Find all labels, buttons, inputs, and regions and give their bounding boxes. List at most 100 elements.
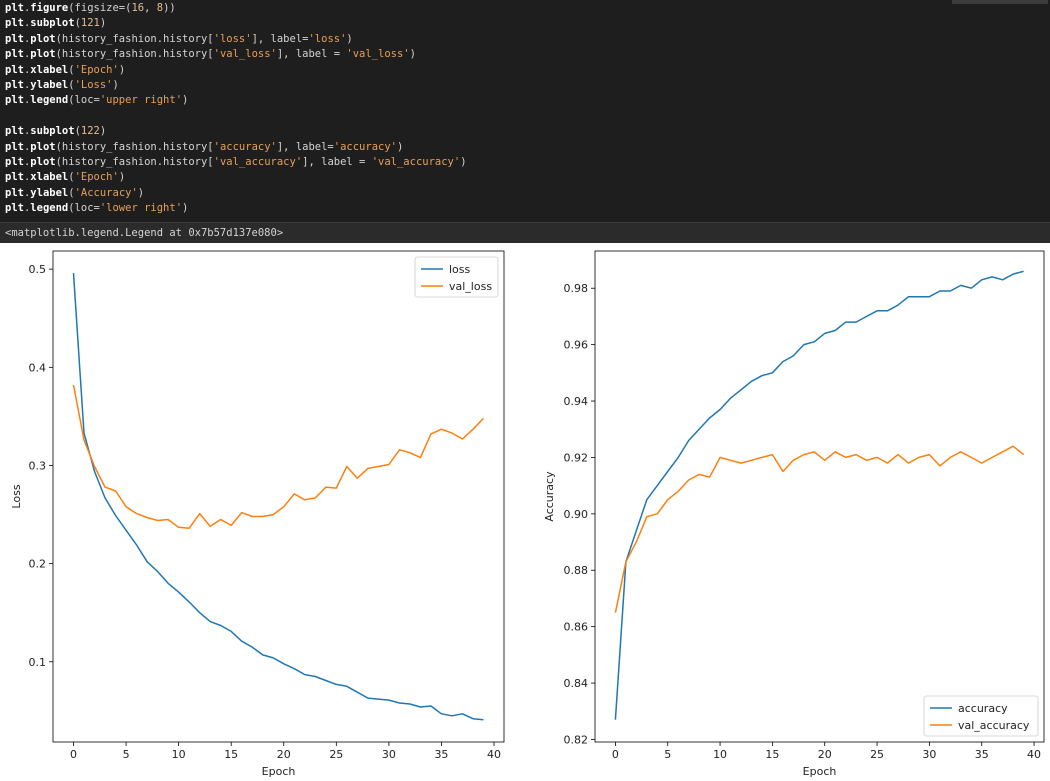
code-line: plt.plot(history_fashion.history['loss']… — [0, 32, 1050, 47]
code-token: (loc= — [68, 94, 100, 107]
code-token: ) — [137, 186, 145, 199]
y-tick-label: 0.1 — [29, 656, 47, 669]
code-token: 'val_accuracy' — [371, 155, 461, 168]
legend-label: val_loss — [449, 280, 492, 293]
code-token: figure — [30, 2, 69, 14]
code-token: . — [23, 140, 31, 153]
code-cell[interactable]: plt.figure(figsize=(16, 8)) plt.subplot(1… — [0, 0, 1050, 222]
code-token: plot — [30, 32, 56, 45]
code-token: . — [23, 186, 31, 199]
code-token: ) — [346, 32, 353, 45]
code-token: ], label = — [302, 155, 372, 168]
code-token: 121 — [80, 17, 100, 30]
y-tick-label: 0.5 — [29, 263, 47, 276]
code-token: 'val_loss' — [346, 48, 410, 61]
code-token: (history_fashion.history[ — [55, 32, 214, 45]
legend-box — [414, 256, 499, 298]
code-token: ( — [74, 17, 81, 30]
x-axis-label: Epoch — [262, 765, 296, 778]
legend-box — [923, 695, 1039, 737]
code-token: 'lower right' — [99, 202, 183, 215]
y-axis-label: Accuracy — [543, 471, 556, 522]
code-token: ) — [99, 125, 107, 138]
loss-chart: 0 5 10 15 20 25 30 35 40 0.1 0.2 0.3 0.4 0.5 Epoch Loss… — [10, 250, 505, 778]
code-line: plt.subplot(122) — [0, 124, 1050, 139]
code-token: . — [23, 155, 31, 168]
code-token: ], label = — [276, 48, 347, 61]
code-token: plt — [5, 63, 24, 76]
y-tick-label: 0.4 — [29, 361, 47, 374]
x-tick-label: 5 — [664, 748, 671, 761]
code-editor[interactable]: plt.figure(figsize=(16, 8)) plt.subplot(1… — [0, 1, 1050, 216]
x-tick-label: 15 — [765, 748, 779, 761]
x-axis-label: Epoch — [803, 765, 837, 778]
code-token: . — [23, 63, 31, 76]
code-token: 'accuracy' — [213, 140, 277, 153]
code-line: plt.xlabel('Epoch') — [0, 63, 1050, 78]
code-token: plot — [30, 155, 56, 168]
horizontal-scrollbar[interactable] — [952, 0, 1048, 4]
code-token: plt — [5, 202, 24, 215]
y-axis-label: Loss — [10, 484, 23, 508]
code-token: plt — [5, 186, 24, 199]
code-token: . — [23, 202, 31, 215]
code-token: (figsize=( — [68, 2, 132, 14]
code-token: 16 — [131, 2, 145, 14]
code-token: ) — [182, 94, 189, 107]
code-token: plt — [5, 140, 24, 153]
code-token: ) — [118, 171, 126, 184]
series-line-val_accuracy — [614, 445, 1025, 613]
code-token: plt — [5, 125, 24, 138]
code-token: legend — [30, 94, 69, 107]
code-token: )) — [163, 2, 176, 14]
code-line: plt.xlabel('Epoch') — [0, 170, 1050, 185]
code-token: plt — [5, 48, 24, 61]
x-tick-label: 30 — [922, 748, 936, 761]
code-token: 8 — [156, 2, 164, 14]
code-token: ( — [68, 63, 75, 76]
code-line: plt.ylabel('Accuracy') — [0, 186, 1050, 201]
y-tick-label: 0.3 — [29, 459, 47, 472]
code-token: plt — [5, 78, 24, 91]
legend: accuracy val_accuracy — [923, 695, 1039, 737]
code-line: plt.plot(history_fashion.history['accura… — [0, 140, 1050, 155]
code-token: . — [23, 17, 31, 30]
code-line: plt.ylabel('Loss') — [0, 78, 1050, 93]
code-token: legend — [30, 202, 69, 215]
code-token: ) — [409, 48, 416, 61]
code-line: plt.legend(loc='upper right') — [0, 93, 1050, 108]
code-token: 'loss' — [308, 32, 347, 45]
code-token: plot — [30, 48, 56, 61]
x-tick-label: 30 — [382, 748, 396, 761]
x-tick-label: 40 — [487, 748, 501, 761]
code-token: . — [23, 171, 31, 184]
x-tick-label: 20 — [277, 748, 291, 761]
code-token: ) — [112, 78, 119, 91]
code-line: plt.plot(history_fashion.history['val_ac… — [0, 155, 1050, 170]
code-token: plt — [5, 171, 24, 184]
cell-output-bar: <matplotlib.legend.Legend at 0x7b57d137e… — [0, 222, 1050, 243]
code-token: plt — [5, 155, 24, 168]
code-token: ylabel — [30, 186, 69, 199]
code-token: . — [23, 94, 31, 107]
code-token: ) — [118, 63, 126, 76]
code-line — [0, 109, 1050, 124]
axes-frame — [594, 250, 1045, 743]
code-token: 'loss' — [213, 32, 252, 45]
code-token: plt — [5, 2, 24, 14]
y-tick-label: 0.2 — [29, 558, 47, 571]
code-token: ( — [68, 171, 75, 184]
code-token: 'accuracy' — [333, 140, 397, 153]
y-tick-label: 0.82 — [564, 733, 589, 746]
code-token: ) — [99, 17, 107, 30]
code-line: plt.plot(history_fashion.history['val_lo… — [0, 47, 1050, 62]
code-token: (loc= — [68, 202, 100, 215]
y-tick-label: 0.98 — [564, 282, 589, 295]
code-token: ( — [68, 78, 75, 91]
code-token: plot — [30, 140, 56, 153]
series-line-val_loss — [72, 384, 485, 530]
x-tick-label: 10 — [713, 748, 727, 761]
code-token: plt — [5, 17, 24, 30]
code-token: plt — [5, 32, 24, 45]
code-token: (history_fashion.history[ — [55, 140, 214, 153]
